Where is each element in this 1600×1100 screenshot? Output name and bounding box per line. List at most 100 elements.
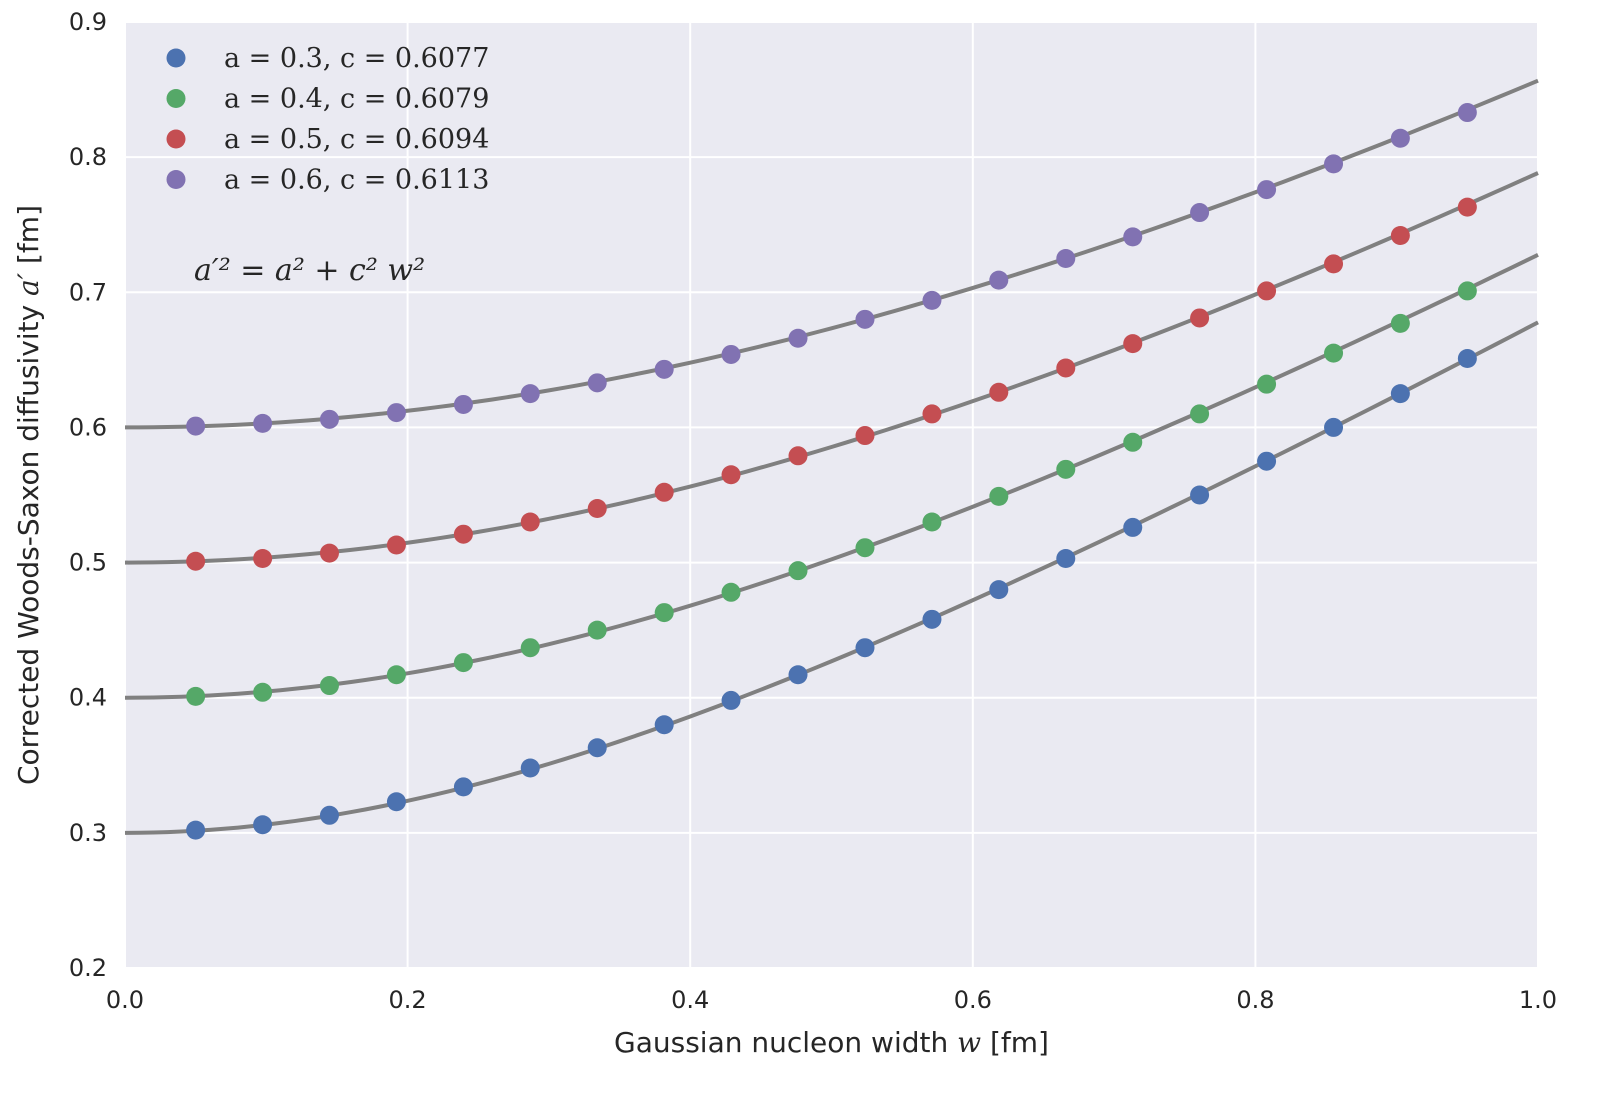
data-point-series-1	[1257, 451, 1277, 471]
data-point-series-4	[1457, 103, 1477, 123]
y-axis-label: Corrected Woods-Saxon diffusivity a′ [fm…	[12, 205, 45, 785]
data-point-series-1	[855, 638, 875, 658]
data-point-series-2	[587, 620, 607, 640]
data-point-series-3	[186, 551, 206, 571]
fit-lines	[124, 78, 1539, 835]
data-point-series-1	[1190, 485, 1210, 505]
data-point-series-3	[654, 482, 674, 502]
data-point-series-2	[386, 665, 406, 685]
data-point-series-2	[1190, 404, 1210, 424]
data-point-series-3	[1056, 358, 1076, 378]
x-tick-label: 0.8	[1236, 986, 1274, 1014]
data-point-series-2	[1123, 432, 1143, 452]
y-tick-label: 0.8	[69, 143, 107, 171]
data-point-series-3	[386, 535, 406, 555]
data-point-series-3	[1390, 226, 1410, 246]
legend-marker	[166, 48, 186, 68]
data-point-series-3	[1190, 308, 1210, 328]
y-tick-label: 0.6	[69, 413, 107, 441]
data-point-series-2	[1257, 374, 1277, 394]
data-point-series-1	[319, 805, 339, 825]
data-point-series-3	[253, 549, 273, 569]
data-point-series-4	[1324, 154, 1344, 174]
data-point-series-1	[253, 815, 273, 835]
data-point-series-4	[1190, 203, 1210, 223]
data-point-series-4	[1056, 249, 1076, 268]
data-point-series-2	[788, 561, 808, 581]
data-point-series-4	[1257, 180, 1277, 200]
data-point-series-3	[1123, 334, 1143, 354]
legend: a = 0.3, c = 0.6077 a = 0.4, c = 0.6079 a …	[166, 43, 489, 196]
data-point-series-4	[855, 309, 875, 329]
data-point-series-4	[721, 344, 741, 364]
data-point-series-2	[654, 603, 674, 623]
data-point-series-3	[587, 499, 607, 519]
fit-line-series-1	[124, 320, 1539, 835]
data-point-series-2	[453, 653, 473, 673]
data-point-series-3	[1457, 197, 1477, 217]
data-point-series-2	[855, 538, 875, 558]
data-point-series-2	[319, 676, 339, 696]
x-tick-label: 1.0	[1519, 986, 1557, 1014]
data-point-series-3	[520, 512, 540, 532]
data-point-series-2	[989, 486, 1009, 506]
data-point-series-4	[1123, 227, 1143, 247]
legend-marker	[166, 89, 186, 108]
data-point-series-1	[788, 665, 808, 685]
data-point-series-1	[186, 820, 206, 840]
data-point-series-2	[1056, 459, 1076, 479]
y-tick-label: 0.2	[69, 954, 107, 982]
data-point-series-4	[587, 373, 607, 393]
fit-line-series-2	[124, 253, 1539, 700]
y-tick-label: 0.5	[69, 549, 107, 577]
data-point-series-1	[1324, 417, 1344, 437]
x-tick-label: 0.2	[389, 986, 427, 1014]
data-point-series-2	[1324, 343, 1344, 363]
x-tick-label: 0.0	[106, 986, 144, 1014]
data-point-series-4	[654, 359, 674, 379]
data-point-series-2	[253, 682, 273, 702]
fit-line-series-4	[124, 78, 1539, 430]
formula-annotation: a′² = a² + c² w²	[194, 253, 425, 288]
data-point-series-2	[520, 638, 540, 658]
data-point-series-4	[386, 403, 406, 423]
data-point-series-1	[453, 777, 473, 797]
x-tick-label: 0.4	[671, 986, 709, 1014]
data-point-series-4	[520, 384, 540, 404]
legend-label: a = 0.4, c = 0.6079	[224, 84, 489, 115]
data-point-series-1	[520, 758, 540, 778]
data-point-series-1	[1390, 384, 1410, 404]
legend-marker	[166, 129, 186, 149]
data-point-series-2	[922, 512, 942, 532]
x-axis-label: Gaussian nucleon width w [fm]	[614, 1026, 1049, 1059]
data-point-series-1	[654, 715, 674, 735]
y-tick-label: 0.4	[69, 684, 107, 712]
data-point-series-3	[788, 446, 808, 466]
data-point-series-1	[1457, 349, 1477, 369]
data-point-series-1	[989, 580, 1009, 600]
legend-label: a = 0.3, c = 0.6077	[224, 43, 489, 74]
data-point-series-4	[253, 413, 273, 433]
data-point-series-1	[386, 792, 406, 812]
data-point-series-4	[186, 416, 206, 436]
data-point-series-2	[186, 686, 206, 706]
data-point-series-4	[989, 270, 1009, 290]
data-point-series-3	[855, 426, 875, 446]
y-tick-label: 0.9	[69, 8, 107, 36]
data-point-series-1	[587, 738, 607, 758]
data-point-series-3	[1257, 281, 1277, 301]
y-tick-label: 0.7	[69, 278, 107, 306]
data-points	[186, 103, 1477, 840]
data-point-series-3	[453, 524, 473, 544]
fit-line-series-3	[124, 171, 1539, 565]
grid	[124, 21, 1539, 969]
data-point-series-4	[1390, 128, 1410, 148]
data-point-series-1	[721, 690, 741, 710]
legend-label: a = 0.5, c = 0.6094	[224, 124, 489, 155]
data-point-series-1	[1123, 517, 1143, 537]
data-point-series-3	[989, 382, 1009, 402]
data-point-series-2	[1390, 313, 1410, 333]
data-point-series-3	[319, 543, 339, 563]
